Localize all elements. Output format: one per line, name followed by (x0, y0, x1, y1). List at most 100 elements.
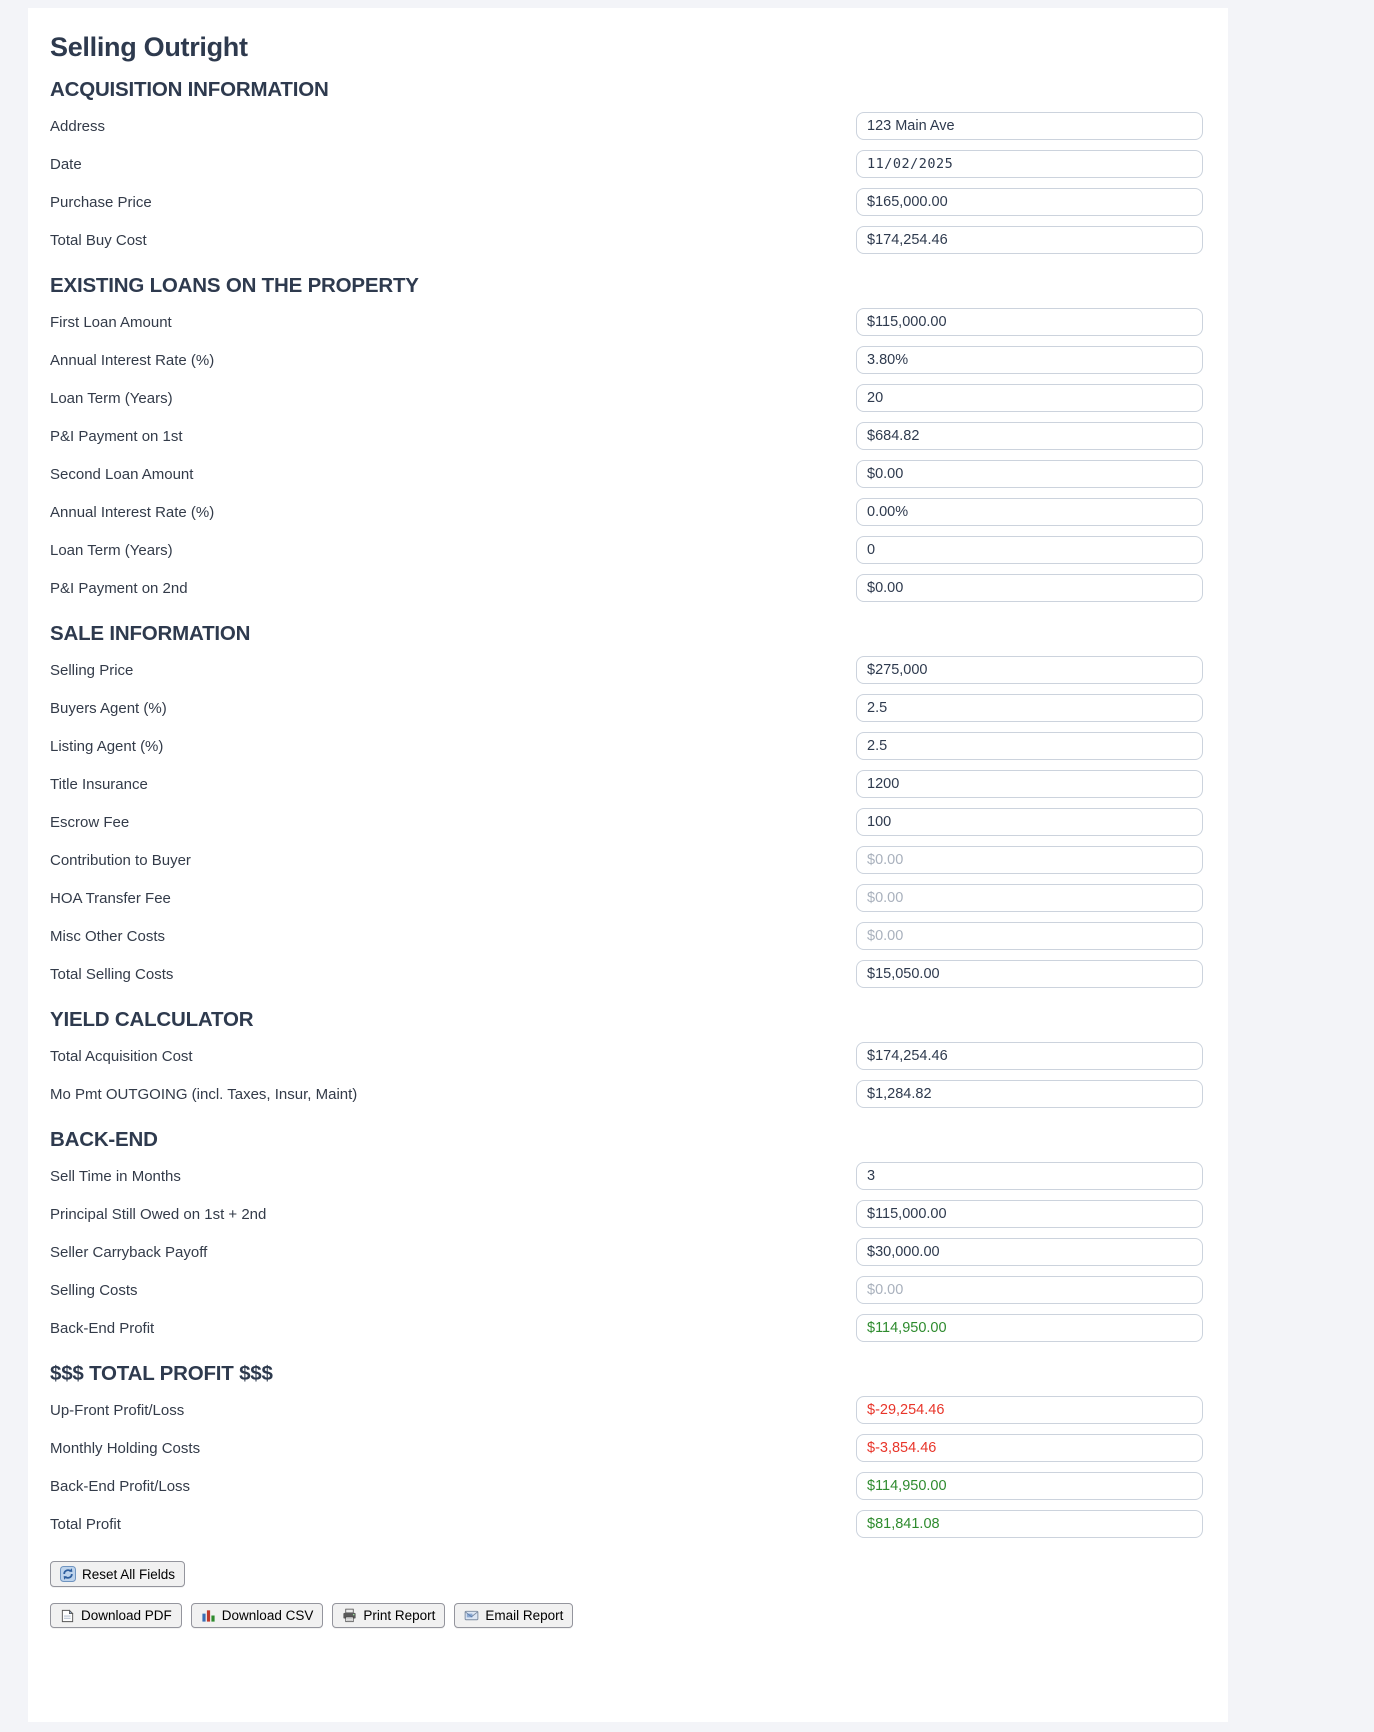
field-label-annual-interest-rate: Annual Interest Rate (%) (50, 503, 215, 521)
input-monthly-holding-costs[interactable] (856, 1434, 1203, 1462)
pdf-file-icon (60, 1608, 75, 1623)
field-row: Principal Still Owed on 1st + 2nd (50, 1195, 1203, 1233)
input-escrow-fee[interactable] (856, 808, 1203, 836)
field-row: Title Insurance (50, 765, 1203, 803)
input-purchase-price[interactable] (856, 188, 1203, 216)
email-icon (464, 1608, 479, 1623)
input-first-loan-amount[interactable] (856, 308, 1203, 336)
field-row: Total Buy Cost (50, 221, 1203, 259)
field-label-sell-time-in-months: Sell Time in Months (50, 1167, 181, 1185)
input-back-end-profit[interactable] (856, 1314, 1203, 1342)
field-row: Contribution to Buyer (50, 841, 1203, 879)
email-report-button[interactable]: Email Report (454, 1603, 574, 1628)
refresh-icon (60, 1566, 76, 1582)
input-listing-agent[interactable] (856, 732, 1203, 760)
input-selling-price[interactable] (856, 656, 1203, 684)
download-csv-label: Download CSV (221, 1608, 314, 1623)
field-row: Escrow Fee (50, 803, 1203, 841)
input-mo-pmt-outgoing-incl-taxes-insur-maint[interactable] (856, 1080, 1203, 1108)
field-label-selling-price: Selling Price (50, 661, 134, 679)
calculator-card: Selling Outright ACQUISITION INFORMATION… (28, 8, 1228, 1722)
print-report-button[interactable]: Print Report (332, 1603, 446, 1628)
field-label-p-i-payment-on-2nd: P&I Payment on 2nd (50, 579, 188, 597)
field-label-purchase-price: Purchase Price (50, 193, 152, 211)
field-label-total-selling-costs: Total Selling Costs (50, 965, 174, 983)
input-buyers-agent[interactable] (856, 694, 1203, 722)
field-row: Up-Front Profit/Loss (50, 1391, 1203, 1429)
input-contribution-to-buyer[interactable] (856, 846, 1203, 874)
field-label-seller-carryback-payoff: Seller Carryback Payoff (50, 1243, 208, 1261)
field-row: Back-End Profit/Loss (50, 1467, 1203, 1505)
input-total-buy-cost[interactable] (856, 226, 1203, 254)
field-label-misc-other-costs: Misc Other Costs (50, 927, 166, 945)
input-loan-term-years[interactable] (856, 536, 1203, 564)
section-heading-acquisition-information: ACQUISITION INFORMATION (50, 78, 329, 101)
input-annual-interest-rate[interactable] (856, 498, 1203, 526)
input-p-i-payment-on-1st[interactable] (856, 422, 1203, 450)
field-label-total-buy-cost: Total Buy Cost (50, 231, 147, 249)
input-sell-time-in-months[interactable] (856, 1162, 1203, 1190)
reset-all-fields-button[interactable]: Reset All Fields (50, 1561, 186, 1587)
input-hoa-transfer-fee[interactable] (856, 884, 1203, 912)
input-address[interactable] (856, 112, 1203, 140)
field-label-mo-pmt-outgoing-incl-taxes-insur-maint: Mo Pmt OUTGOING (incl. Taxes, Insur, Mai… (50, 1085, 358, 1103)
field-label-back-end-profit-loss: Back-End Profit/Loss (50, 1477, 191, 1495)
field-row: Date (50, 145, 1203, 183)
email-report-label: Email Report (485, 1608, 564, 1623)
field-label-total-acquisition-cost: Total Acquisition Cost (50, 1047, 193, 1065)
field-label-title-insurance: Title Insurance (50, 775, 148, 793)
field-label-contribution-to-buyer: Contribution to Buyer (50, 851, 191, 869)
download-pdf-button[interactable]: Download PDF (50, 1603, 182, 1628)
field-row: Annual Interest Rate (%) (50, 341, 1203, 379)
input-total-selling-costs[interactable] (856, 960, 1203, 988)
input-back-end-profit-loss[interactable] (856, 1472, 1203, 1500)
field-label-listing-agent: Listing Agent (%) (50, 737, 164, 755)
field-row: Address (50, 107, 1203, 145)
field-row: Buyers Agent (%) (50, 689, 1203, 727)
section-heading-back-end: BACK-END (50, 1128, 158, 1151)
field-row: Loan Term (Years) (50, 379, 1203, 417)
field-row: Back-End Profit (50, 1309, 1203, 1347)
field-row: Purchase Price (50, 183, 1203, 221)
field-label-address: Address (50, 117, 106, 135)
section-heading-total-profit: $$$ TOTAL PROFIT $$$ (50, 1362, 273, 1385)
reset-row: Reset All Fields (50, 1561, 1203, 1587)
field-label-buyers-agent: Buyers Agent (%) (50, 699, 167, 717)
section-heading-yield-calculator: YIELD CALCULATOR (50, 1008, 254, 1031)
reset-all-fields-label: Reset All Fields (82, 1566, 176, 1582)
field-label-second-loan-amount: Second Loan Amount (50, 465, 194, 483)
input-annual-interest-rate[interactable] (856, 346, 1203, 374)
field-row: HOA Transfer Fee (50, 879, 1203, 917)
field-row: Listing Agent (%) (50, 727, 1203, 765)
input-p-i-payment-on-2nd[interactable] (856, 574, 1203, 602)
input-misc-other-costs[interactable] (856, 922, 1203, 950)
field-row: Seller Carryback Payoff (50, 1233, 1203, 1271)
input-second-loan-amount[interactable] (856, 460, 1203, 488)
field-label-escrow-fee: Escrow Fee (50, 813, 130, 831)
input-loan-term-years[interactable] (856, 384, 1203, 412)
download-csv-button[interactable]: Download CSV (190, 1603, 324, 1628)
input-date[interactable] (856, 150, 1203, 178)
field-row: P&I Payment on 1st (50, 417, 1203, 455)
input-selling-costs[interactable] (856, 1276, 1203, 1304)
page-title: Selling Outright (50, 32, 248, 62)
field-row: First Loan Amount (50, 303, 1203, 341)
field-row: Misc Other Costs (50, 917, 1203, 955)
field-label-monthly-holding-costs: Monthly Holding Costs (50, 1439, 201, 1457)
input-total-acquisition-cost[interactable] (856, 1042, 1203, 1070)
field-label-loan-term-years: Loan Term (Years) (50, 389, 173, 407)
input-total-profit[interactable] (856, 1510, 1203, 1538)
field-row: Mo Pmt OUTGOING (incl. Taxes, Insur, Mai… (50, 1075, 1203, 1113)
field-label-up-front-profit-loss: Up-Front Profit/Loss (50, 1401, 185, 1419)
input-title-insurance[interactable] (856, 770, 1203, 798)
field-label-first-loan-amount: First Loan Amount (50, 313, 172, 331)
form-sections: ACQUISITION INFORMATION Address Date Purcha… (50, 78, 1203, 1543)
field-label-annual-interest-rate: Annual Interest Rate (%) (50, 351, 215, 369)
input-principal-still-owed-on-1st-2nd[interactable] (856, 1200, 1203, 1228)
field-row: Total Acquisition Cost (50, 1037, 1203, 1075)
input-up-front-profit-loss[interactable] (856, 1396, 1203, 1424)
field-label-principal-still-owed-on-1st-2nd: Principal Still Owed on 1st + 2nd (50, 1205, 267, 1223)
section-heading-sale-information: SALE INFORMATION (50, 622, 251, 645)
field-label-p-i-payment-on-1st: P&I Payment on 1st (50, 427, 183, 445)
input-seller-carryback-payoff[interactable] (856, 1238, 1203, 1266)
